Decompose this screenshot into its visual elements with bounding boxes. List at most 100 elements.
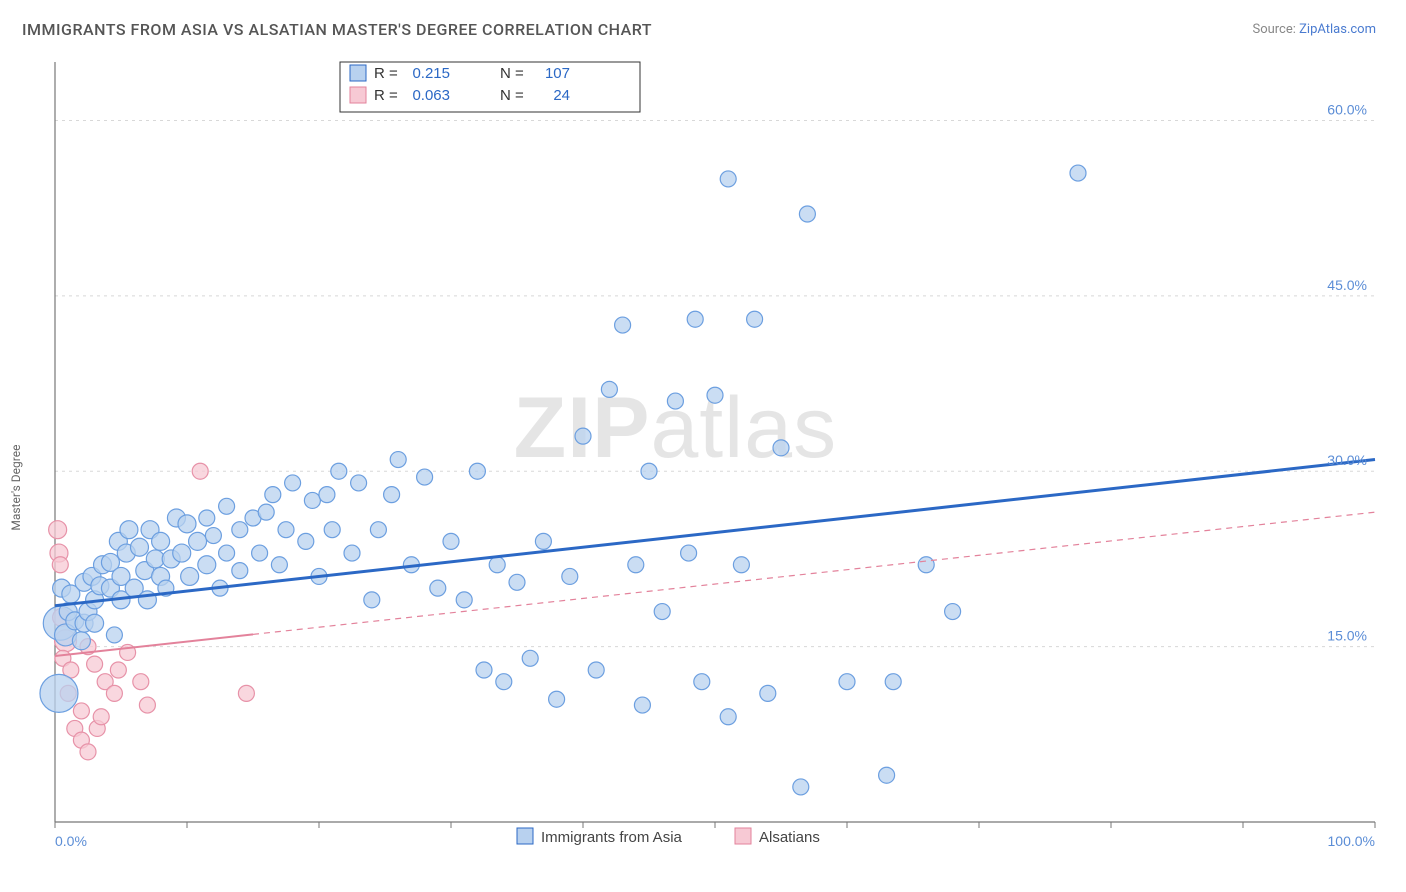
chart-title: IMMIGRANTS FROM ASIA VS ALSATIAN MASTER'… (22, 20, 652, 39)
data-point (219, 498, 235, 514)
legend-swatch (350, 65, 366, 81)
data-point (331, 463, 347, 479)
source-credit: Source: ZipAtlas.com (1252, 22, 1376, 37)
data-point (324, 522, 340, 538)
data-point (87, 656, 103, 672)
data-point (443, 533, 459, 549)
data-point (681, 545, 697, 561)
data-point (793, 779, 809, 795)
data-point (707, 387, 723, 403)
legend-r-value: 0.215 (412, 65, 450, 82)
data-point (918, 557, 934, 573)
data-point (265, 487, 281, 503)
y-tick-label: 15.0% (1327, 628, 1367, 644)
data-point (232, 563, 248, 579)
data-point (198, 556, 216, 574)
data-point (72, 632, 90, 650)
x-tick-label: 0.0% (55, 833, 87, 849)
data-point (641, 463, 657, 479)
data-point (173, 544, 191, 562)
data-point (549, 691, 565, 707)
data-point (733, 557, 749, 573)
data-point (298, 533, 314, 549)
data-point (522, 650, 538, 666)
data-point (278, 522, 294, 538)
data-point (238, 685, 254, 701)
legend-r-value: 0.063 (412, 87, 450, 104)
data-point (430, 580, 446, 596)
data-point (40, 674, 78, 712)
y-tick-label: 30.0% (1327, 452, 1367, 468)
data-point (575, 428, 591, 444)
data-point (271, 557, 287, 573)
data-point (384, 487, 400, 503)
data-point (417, 469, 433, 485)
data-point (945, 604, 961, 620)
legend-n-value: 107 (545, 65, 570, 82)
data-point (364, 592, 380, 608)
data-point (469, 463, 485, 479)
data-point (192, 463, 208, 479)
data-point (130, 538, 148, 556)
data-point (773, 440, 789, 456)
data-point (52, 557, 68, 573)
data-point (799, 206, 815, 222)
data-point (133, 674, 149, 690)
trend-line-extrapolated (253, 512, 1375, 634)
x-tick-label: 100.0% (1328, 833, 1375, 849)
data-point (110, 662, 126, 678)
data-point (535, 533, 551, 549)
data-point (219, 545, 235, 561)
data-point (628, 557, 644, 573)
data-point (304, 492, 320, 508)
data-point (601, 381, 617, 397)
data-point (747, 311, 763, 327)
data-point (189, 532, 207, 550)
legend-swatch (350, 87, 366, 103)
data-point (615, 317, 631, 333)
data-point (49, 521, 67, 539)
data-point (232, 522, 248, 538)
legend-swatch (735, 828, 751, 844)
data-point (1070, 165, 1086, 181)
data-point (93, 709, 109, 725)
data-point (344, 545, 360, 561)
data-point (509, 574, 525, 590)
data-point (181, 567, 199, 585)
data-point (86, 614, 104, 632)
legend-swatch (517, 828, 533, 844)
data-point (588, 662, 604, 678)
data-point (687, 311, 703, 327)
y-tick-label: 45.0% (1327, 277, 1367, 293)
data-point (319, 487, 335, 503)
data-point (839, 674, 855, 690)
data-point (285, 475, 301, 491)
legend-series-name: Immigrants from Asia (541, 829, 683, 846)
legend-n-value: 24 (553, 87, 570, 104)
legend-n-label: N = (500, 65, 524, 82)
data-point (879, 767, 895, 783)
source-link[interactable]: ZipAtlas.com (1299, 22, 1376, 37)
data-point (351, 475, 367, 491)
correlation-chart: ZIPatlas15.0%30.0%45.0%60.0%0.0%100.0%Ma… (0, 50, 1406, 892)
data-point (120, 521, 138, 539)
data-point (496, 674, 512, 690)
legend-r-label: R = (374, 65, 398, 82)
data-point (205, 528, 221, 544)
data-point (106, 685, 122, 701)
legend-r-label: R = (374, 87, 398, 104)
y-tick-label: 60.0% (1327, 101, 1367, 117)
data-point (106, 627, 122, 643)
data-point (720, 709, 736, 725)
data-point (476, 662, 492, 678)
y-axis-label: Master's Degree (9, 445, 23, 531)
data-point (667, 393, 683, 409)
legend-series-name: Alsatians (759, 829, 820, 846)
data-point (252, 545, 268, 561)
data-point (456, 592, 472, 608)
data-point (720, 171, 736, 187)
legend-n-label: N = (500, 87, 524, 104)
data-point (885, 674, 901, 690)
data-point (258, 504, 274, 520)
data-point (634, 697, 650, 713)
